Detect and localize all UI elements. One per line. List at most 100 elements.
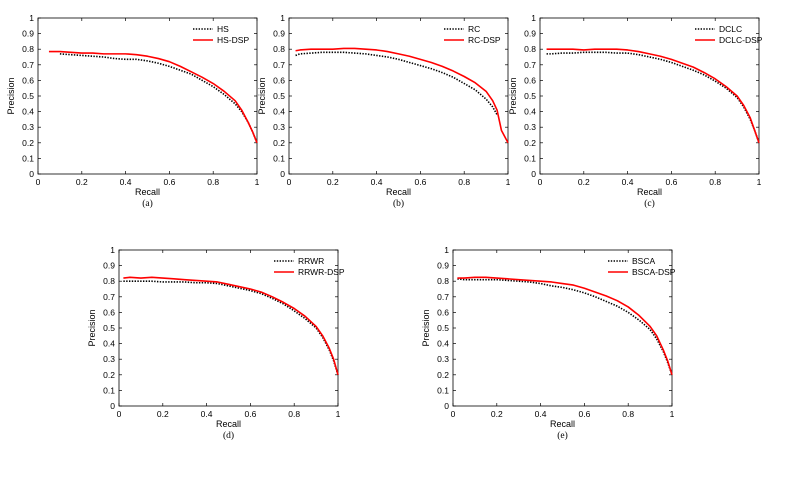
x-tick-label: 0.8 xyxy=(709,177,721,187)
y-tick-label: 0.2 xyxy=(103,370,115,380)
x-tick-label: 1 xyxy=(506,177,511,187)
y-tick-label: 0.7 xyxy=(103,292,115,302)
x-tick-label: 0.2 xyxy=(327,177,339,187)
panel-a: 0 0.1 0.2 0.3 0.4 0.5 0.6 0.7 0.8 0.9 1 0 0.2 0.4 0.6 0… xyxy=(6,13,260,209)
y-tick-label: 0.3 xyxy=(273,122,285,132)
x-tick-label: 0.6 xyxy=(414,177,426,187)
y-tick-label: 0.7 xyxy=(524,60,536,70)
y-tick-label: 0.6 xyxy=(273,75,285,85)
y-tick-label: 0.4 xyxy=(273,107,285,117)
y-tick-label: 0.6 xyxy=(22,75,34,85)
panel-caption: (d) xyxy=(223,430,234,441)
y-tick-label: 1 xyxy=(531,13,536,23)
x-axis-label: Recall xyxy=(637,187,662,197)
y-tick-label: 0.8 xyxy=(273,44,285,54)
x-tick-label: 1 xyxy=(255,177,260,187)
y-tick-label: 0.1 xyxy=(103,385,115,395)
y-tick-label: 0.9 xyxy=(103,261,115,271)
x-tick-label: 0 xyxy=(451,409,456,419)
y-tick-label: 0.8 xyxy=(22,44,34,54)
panel-caption: (b) xyxy=(393,198,404,209)
y-tick-label: 1 xyxy=(29,13,34,23)
y-tick-label: 0.8 xyxy=(103,276,115,286)
x-axis-label: Recall xyxy=(386,187,411,197)
legend-label: HS-DSP xyxy=(217,35,249,45)
legend-label: HS xyxy=(217,24,229,34)
y-tick-label: 0.6 xyxy=(103,307,115,317)
legend-label: DCLC xyxy=(719,24,742,34)
x-tick-label: 0.6 xyxy=(244,409,256,419)
x-tick-label: 0.6 xyxy=(665,177,677,187)
x-tick-label: 0.4 xyxy=(535,409,547,419)
y-tick-label: 0.5 xyxy=(22,91,34,101)
x-tick-label: 0.8 xyxy=(207,177,219,187)
x-tick-label: 0.8 xyxy=(458,177,470,187)
series-line-bsca-dsp xyxy=(457,276,673,376)
y-tick-label: 0.3 xyxy=(437,354,449,364)
y-tick-label: 0.1 xyxy=(22,153,34,163)
y-tick-label: 0.2 xyxy=(273,138,285,148)
panel-b: 0 0.1 0.2 0.3 0.4 0.5 0.6 0.7 0.8 0.9 1 0 0.2 0.4 0.6 0… xyxy=(257,13,511,209)
y-tick-label: 0.1 xyxy=(437,385,449,395)
y-axis-label: Precision xyxy=(6,77,16,114)
y-tick-label: 0.5 xyxy=(273,91,285,101)
panel-e: 0 0.1 0.2 0.3 0.4 0.5 0.6 0.7 0.8 0.9 1 0 0.2 0.4 0.6 0… xyxy=(421,245,676,441)
x-tick-label: 1 xyxy=(670,409,675,419)
y-tick-label: 0.8 xyxy=(437,276,449,286)
y-tick-label: 0.4 xyxy=(437,339,449,349)
series-line-dclc-dsp xyxy=(546,48,760,144)
y-tick-label: 0.5 xyxy=(524,91,536,101)
y-tick-label: 0.8 xyxy=(524,44,536,54)
x-tick-label: 0.8 xyxy=(288,409,300,419)
y-tick-label: 0.5 xyxy=(437,323,449,333)
x-tick-label: 0.8 xyxy=(622,409,634,419)
x-tick-label: 0.2 xyxy=(157,409,169,419)
y-tick-label: 0.2 xyxy=(437,370,449,380)
series-line-hs xyxy=(59,53,258,144)
x-tick-label: 0 xyxy=(287,177,292,187)
x-tick-label: 0 xyxy=(36,177,41,187)
series-line-rc-dsp xyxy=(295,47,509,144)
series-line-rrwr xyxy=(123,280,339,376)
legend-label: DCLC-DSP xyxy=(719,35,763,45)
y-tick-label: 0.9 xyxy=(22,29,34,39)
y-tick-label: 0.3 xyxy=(103,354,115,364)
y-tick-label: 1 xyxy=(444,245,449,255)
y-axis-label: Precision xyxy=(257,77,267,114)
x-tick-label: 1 xyxy=(757,177,762,187)
series-line-hs-dsp xyxy=(48,50,258,144)
series-line-dclc xyxy=(546,51,760,144)
panel-caption: (e) xyxy=(557,430,568,441)
y-tick-label: 0.7 xyxy=(22,60,34,70)
y-tick-label: 0.2 xyxy=(524,138,536,148)
x-tick-label: 0.4 xyxy=(120,177,132,187)
x-axis-label: Recall xyxy=(135,187,160,197)
x-axis-label: Recall xyxy=(550,419,575,429)
series-line-rc xyxy=(295,51,498,116)
y-tick-label: 0 xyxy=(29,169,34,179)
y-tick-label: 0.1 xyxy=(273,153,285,163)
legend-label: RC-DSP xyxy=(468,35,501,45)
legend-label: RRWR-DSP xyxy=(298,267,345,277)
x-tick-label: 1 xyxy=(336,409,341,419)
y-axis-label: Precision xyxy=(421,309,431,346)
y-tick-label: 0.5 xyxy=(103,323,115,333)
y-tick-label: 0.4 xyxy=(22,107,34,117)
panel-caption: (c) xyxy=(644,198,655,209)
y-tick-label: 1 xyxy=(110,245,115,255)
panel-caption: (a) xyxy=(142,198,153,209)
panel-c: 0 0.1 0.2 0.3 0.4 0.5 0.6 0.7 0.8 0.9 1 0 0.2 0.4 0.6 0… xyxy=(508,13,763,209)
y-tick-label: 0.7 xyxy=(437,292,449,302)
y-tick-label: 0.6 xyxy=(524,75,536,85)
y-tick-label: 0 xyxy=(531,169,536,179)
y-tick-label: 0.3 xyxy=(524,122,536,132)
y-tick-label: 1 xyxy=(280,13,285,23)
x-tick-label: 0 xyxy=(538,177,543,187)
x-tick-label: 0.2 xyxy=(76,177,88,187)
legend-label: BSCA xyxy=(632,256,655,266)
legend-label: RRWR xyxy=(298,256,324,266)
legend-label: BSCA-DSP xyxy=(632,267,676,277)
x-tick-label: 0.4 xyxy=(622,177,634,187)
y-tick-label: 0.6 xyxy=(437,307,449,317)
